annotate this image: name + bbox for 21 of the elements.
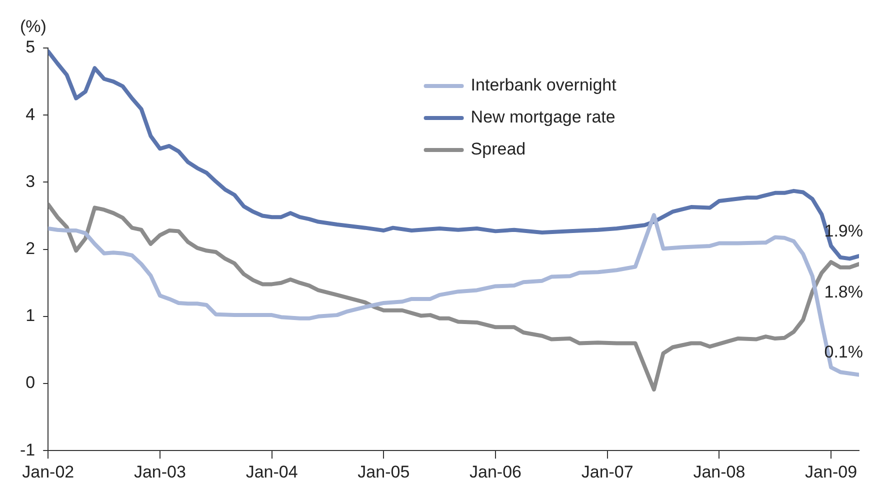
x-tick-label: Jan-07	[581, 462, 634, 482]
x-tick-label: Jan-05	[358, 462, 410, 482]
y-tick-label: 3	[26, 172, 36, 191]
y-tick-label: 5	[26, 38, 36, 57]
legend-label: Spread	[470, 140, 526, 159]
x-tick-label: Jan-08	[693, 462, 746, 482]
annotation: 1.8%	[824, 282, 863, 302]
x-tick-label: Jan-06	[470, 462, 522, 482]
legend-label: Interbank overnight	[470, 76, 617, 95]
y-tick-label: 2	[26, 238, 36, 258]
x-tick-label: Jan-02	[22, 462, 74, 482]
y-tick-label: 1	[26, 306, 36, 326]
annotation: 0.1%	[824, 342, 863, 362]
y-tick-label: 0	[26, 373, 36, 392]
y-tick-label: -1	[20, 440, 36, 460]
x-tick-label: Jan-09	[805, 462, 858, 482]
y-axis-title: (%)	[20, 17, 46, 36]
legend-label: New mortgage rate	[470, 108, 616, 127]
x-tick-label: Jan-04	[246, 462, 298, 482]
y-tick-label: 4	[26, 104, 36, 124]
x-tick-label: Jan-03	[134, 462, 186, 482]
